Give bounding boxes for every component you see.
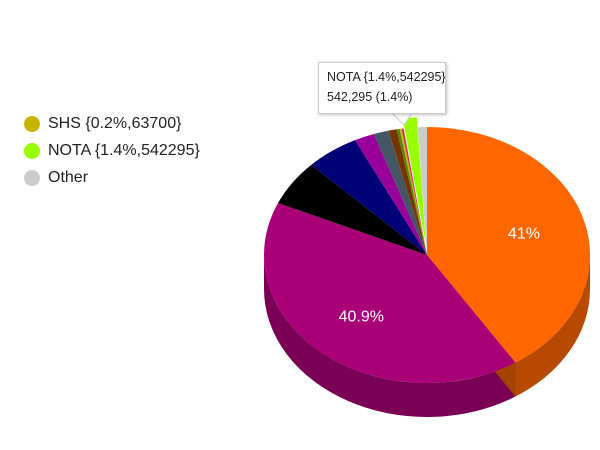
pie-slice[interactable] bbox=[388, 129, 427, 255]
legend-label: NOTA {1.4%,542295} bbox=[48, 141, 200, 159]
slice-data-label: 41% bbox=[508, 226, 540, 243]
tooltip-title: NOTA {1.4%,542295} bbox=[327, 70, 446, 84]
pie-slice[interactable] bbox=[402, 117, 426, 246]
chart-legend: SHS {0.2%,63700} NOTA {1.4%,542295} Othe… bbox=[24, 110, 200, 191]
legend-marker-icon bbox=[24, 169, 40, 186]
pie-slice[interactable] bbox=[278, 164, 427, 255]
pie-slice[interactable] bbox=[427, 127, 590, 363]
slice-data-label: 40.9% bbox=[339, 308, 384, 325]
legend-label: SHS {0.2%,63700} bbox=[48, 114, 182, 132]
pie-slice-side bbox=[264, 255, 516, 417]
pie-slice[interactable] bbox=[399, 128, 427, 255]
pie-slice-side bbox=[515, 255, 590, 397]
pie-slice[interactable] bbox=[355, 133, 427, 255]
legend-item-shs[interactable]: SHS {0.2%,63700} bbox=[24, 110, 200, 137]
legend-marker-icon bbox=[24, 142, 40, 159]
legend-marker-icon bbox=[24, 115, 40, 132]
pie-slice[interactable] bbox=[417, 127, 427, 255]
pie-slice[interactable] bbox=[373, 130, 427, 255]
pie-slice[interactable] bbox=[396, 128, 427, 255]
legend-item-nota[interactable]: NOTA {1.4%,542295} bbox=[24, 137, 200, 164]
tooltip-pointer bbox=[391, 112, 413, 126]
legend-item-other[interactable]: Other bbox=[24, 164, 200, 191]
tooltip-value: 542,295 (1.4%) bbox=[327, 90, 413, 104]
pie-slice[interactable] bbox=[311, 140, 427, 255]
pie-slice[interactable] bbox=[264, 203, 516, 383]
chart-tooltip: NOTA {1.4%,542295} 542,295 (1.4%) bbox=[318, 62, 446, 114]
pie-slice[interactable] bbox=[401, 128, 427, 255]
legend-label: Other bbox=[48, 168, 89, 186]
